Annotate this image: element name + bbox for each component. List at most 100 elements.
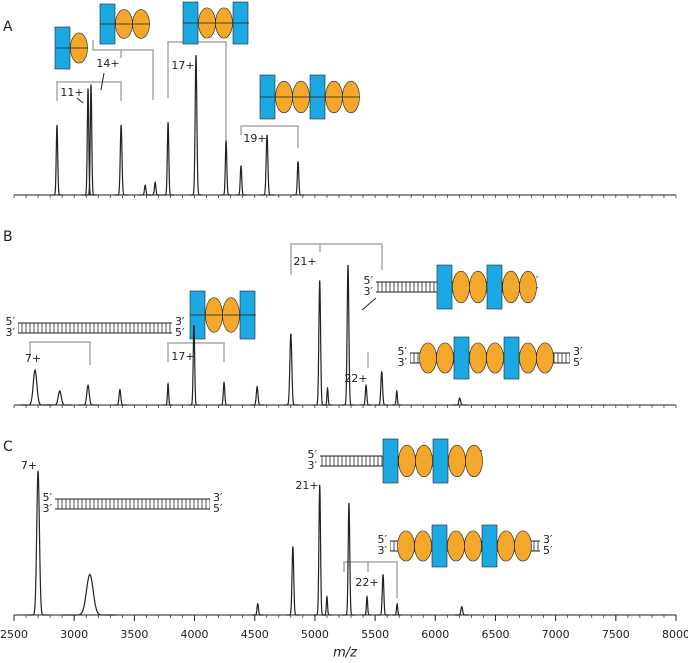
strand-end: 3′ bbox=[43, 502, 53, 515]
x-tick-label: 4000 bbox=[181, 628, 209, 641]
x-tick-label: 7000 bbox=[542, 628, 570, 641]
peak bbox=[322, 386, 333, 406]
peak bbox=[218, 380, 230, 406]
x-axis-label: m/z bbox=[333, 646, 358, 661]
panel-label: B bbox=[3, 229, 13, 245]
strand-end: 5′ bbox=[43, 491, 53, 504]
strand-end: 5′ bbox=[175, 326, 185, 339]
strand-end: 3′ bbox=[308, 459, 318, 472]
peak bbox=[362, 594, 372, 616]
strand-end: 5′ bbox=[398, 345, 408, 358]
peak bbox=[452, 397, 467, 406]
charge-label: 14+ bbox=[96, 57, 119, 70]
charge-label: 22+ bbox=[355, 576, 378, 589]
dna-rungs bbox=[55, 499, 210, 509]
protein-oval bbox=[464, 530, 482, 562]
x-tick-label: 7500 bbox=[602, 628, 630, 641]
charge-label: 11+ bbox=[60, 86, 83, 99]
peak bbox=[292, 161, 304, 196]
peak bbox=[139, 184, 151, 196]
strand-end: 5′ bbox=[6, 315, 16, 328]
protein-oval bbox=[469, 270, 487, 304]
strand-end: 3′ bbox=[378, 544, 388, 557]
x-tick-label: 2500 bbox=[0, 628, 28, 641]
protein-block bbox=[431, 524, 448, 568]
peak bbox=[220, 140, 232, 196]
protein-oval bbox=[436, 342, 454, 374]
spectra: A 11+ 14+ 17+ 19+ B 7+ 17+ 21+ 22+ C 7+ 21+ 22+ 2500 30… bbox=[0, 19, 688, 661]
cartoons: 5′3′3′5′5′3′3′5′5′3′3′5′5′3′3′5′5′3′3′5′… bbox=[6, 1, 583, 568]
dna-rungs bbox=[18, 323, 172, 333]
peak bbox=[341, 264, 355, 406]
protein-block bbox=[436, 264, 453, 310]
protein-oval bbox=[448, 444, 466, 478]
x-tick-label: 3500 bbox=[120, 628, 148, 641]
peak bbox=[392, 602, 402, 616]
protein-oval bbox=[519, 342, 537, 374]
protein-oval bbox=[447, 530, 465, 562]
peak bbox=[283, 333, 299, 406]
protein-oval bbox=[497, 530, 515, 562]
charge-label: 19+ bbox=[243, 132, 266, 145]
x-tick-label: 5000 bbox=[301, 628, 329, 641]
protein-oval bbox=[465, 444, 483, 478]
peak bbox=[374, 371, 389, 406]
x-tick-label: 6500 bbox=[481, 628, 509, 641]
peak bbox=[235, 165, 247, 196]
peak bbox=[149, 181, 161, 196]
protein-oval bbox=[502, 270, 520, 304]
peak bbox=[163, 381, 173, 406]
strand-end: 5′ bbox=[213, 502, 223, 515]
charge-label: 7+ bbox=[21, 459, 37, 472]
protein-oval bbox=[469, 342, 487, 374]
strand-end: 3′ bbox=[573, 345, 583, 358]
peak bbox=[360, 383, 372, 406]
protein-block bbox=[503, 336, 520, 380]
protein-oval bbox=[397, 530, 415, 562]
x-tick-label: 3000 bbox=[60, 628, 88, 641]
x-tick-label: 8000 bbox=[662, 628, 688, 641]
peak bbox=[113, 388, 127, 406]
protein-oval bbox=[419, 342, 437, 374]
peak bbox=[376, 574, 390, 616]
peak bbox=[312, 280, 327, 406]
charge-label: 7+ bbox=[25, 352, 41, 365]
charge-label: 17+ bbox=[171, 59, 194, 72]
panel-label: C bbox=[3, 439, 13, 455]
peak bbox=[82, 88, 94, 196]
charge-label: 17+ bbox=[171, 350, 194, 363]
charge-label: 21+ bbox=[295, 479, 318, 492]
protein-oval bbox=[519, 270, 537, 304]
peak bbox=[27, 470, 49, 616]
peak bbox=[322, 594, 332, 616]
peak bbox=[260, 134, 274, 196]
peak bbox=[20, 368, 50, 406]
strand-end: 3′ bbox=[175, 315, 185, 328]
protein-oval bbox=[452, 270, 470, 304]
protein-block bbox=[382, 438, 399, 484]
strand-end: 5′ bbox=[543, 544, 553, 557]
peak bbox=[188, 325, 200, 406]
x-tick-label: 5500 bbox=[361, 628, 389, 641]
charge-label: 22+ bbox=[344, 372, 367, 385]
strand-end: 3′ bbox=[213, 491, 223, 504]
peak bbox=[455, 605, 469, 616]
strand-end: 5′ bbox=[378, 533, 388, 546]
peak bbox=[63, 573, 117, 616]
protein-block bbox=[481, 524, 498, 568]
peak bbox=[162, 122, 174, 196]
protein-oval bbox=[536, 342, 554, 374]
protein-oval bbox=[415, 444, 433, 478]
strand-end: 5′ bbox=[573, 356, 583, 369]
peak bbox=[114, 124, 128, 196]
charge-label: 21+ bbox=[293, 255, 316, 268]
peak bbox=[78, 384, 98, 406]
strand-end: 5′ bbox=[308, 448, 318, 461]
strand-end: 5′ bbox=[364, 274, 374, 287]
peak bbox=[286, 546, 300, 616]
protein-oval bbox=[486, 342, 504, 374]
protein-oval bbox=[414, 530, 432, 562]
x-tick-label: 4500 bbox=[241, 628, 269, 641]
strand-end: 3′ bbox=[543, 533, 553, 546]
